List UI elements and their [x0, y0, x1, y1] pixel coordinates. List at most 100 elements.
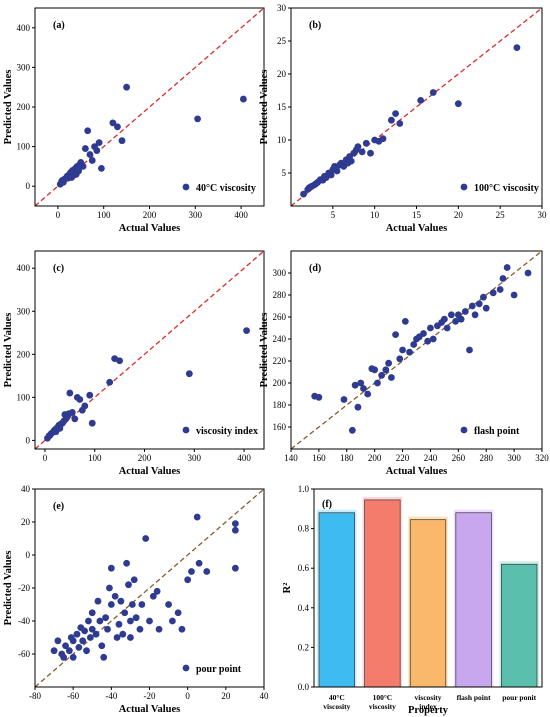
- data-point: [111, 592, 119, 600]
- y-tick-label: 0.0: [298, 682, 310, 692]
- data-point: [132, 614, 140, 622]
- data-point: [367, 149, 374, 157]
- y-tick-label: 5: [282, 168, 287, 178]
- data-point: [109, 119, 117, 127]
- data-point: [85, 617, 92, 625]
- data-point: [79, 637, 87, 645]
- x-tick-label: 100: [97, 210, 111, 220]
- data-point: [480, 293, 487, 301]
- data-point: [60, 653, 68, 661]
- category-label: flash point: [457, 693, 491, 702]
- y-tick-label: 20: [277, 69, 287, 79]
- data-point: [69, 637, 77, 645]
- data-point: [388, 116, 395, 124]
- category-label: 40°C: [329, 693, 345, 702]
- data-point: [351, 381, 359, 389]
- data-point: [68, 409, 76, 416]
- legend-label: 100°C viscosity: [474, 183, 539, 194]
- data-point: [385, 359, 393, 367]
- data-point: [185, 370, 193, 378]
- data-point: [107, 564, 115, 572]
- data-point: [113, 634, 121, 641]
- data-point: [130, 576, 138, 584]
- chart-panel-4: 140 160 180 200 220 240 260 280 300 320 160 180 200 2…: [259, 250, 549, 477]
- x-tick-label: 320: [535, 453, 549, 463]
- y-tick-label: 400: [17, 23, 31, 33]
- data-point: [95, 139, 103, 147]
- data-point: [410, 341, 418, 348]
- y-tick-label: 200: [273, 378, 287, 388]
- y-tick-label: 220: [273, 356, 287, 366]
- x-tick-label: 280: [479, 453, 493, 463]
- y-axis-label: Predicted Values: [3, 313, 14, 388]
- y-axis-label: Predicted Values: [3, 70, 14, 145]
- data-point: [454, 100, 462, 108]
- y-tick-label: -60: [18, 649, 30, 659]
- y-tick-label: 0.4: [298, 603, 310, 613]
- legend-label: pour point: [196, 664, 242, 675]
- x-tick-label: 0: [43, 453, 48, 463]
- legend-label: flash point: [474, 426, 520, 437]
- x-tick-label: 15: [412, 210, 422, 220]
- x-tick-label: -40: [105, 691, 117, 701]
- data-point: [84, 127, 92, 135]
- data-point: [100, 653, 108, 661]
- data-point: [86, 391, 94, 399]
- data-point: [69, 653, 77, 661]
- data-point: [231, 526, 239, 534]
- data-point: [88, 157, 96, 164]
- data-point: [149, 592, 157, 600]
- data-point: [155, 625, 163, 633]
- legend-marker: [182, 664, 190, 672]
- data-point: [424, 337, 432, 345]
- y-axis-label: Predicted Values: [259, 313, 270, 388]
- data-point: [153, 587, 161, 595]
- panel-label: (e): [53, 501, 64, 512]
- x-tick-label: 300: [189, 210, 203, 220]
- data-point: [193, 513, 201, 521]
- data-point: [420, 330, 427, 337]
- data-point: [354, 143, 362, 151]
- data-point: [315, 393, 323, 401]
- data-point: [429, 89, 437, 96]
- x-tick-label: 200: [368, 453, 382, 463]
- x-tick-label: 30: [538, 210, 548, 220]
- x-axis-label: Property: [408, 705, 449, 716]
- x-tick-label: 400: [237, 453, 251, 463]
- data-point: [471, 311, 479, 319]
- data-point: [142, 535, 150, 542]
- x-tick-label: 20: [454, 210, 464, 220]
- bar: [501, 563, 538, 688]
- data-point: [378, 371, 386, 379]
- category-label: viscosity: [323, 702, 350, 711]
- y-tick-label: 0: [26, 181, 31, 191]
- data-point: [81, 402, 89, 410]
- legend-label: 40°C viscosity: [196, 183, 256, 194]
- x-axis-label: Actual Values: [119, 704, 181, 715]
- x-tick-label: 300: [188, 453, 202, 463]
- data-point: [348, 426, 356, 434]
- data-point: [379, 135, 387, 143]
- data-point: [340, 396, 348, 403]
- data-point: [327, 171, 335, 179]
- panel-label: (a): [53, 20, 65, 31]
- legend-marker: [182, 183, 190, 191]
- x-tick-label: 260: [452, 453, 466, 463]
- data-point: [496, 286, 504, 293]
- legend-marker: [460, 426, 468, 434]
- data-point: [75, 167, 82, 175]
- category-label: pour ponit: [502, 693, 536, 702]
- data-point: [396, 120, 404, 127]
- data-point: [169, 617, 176, 625]
- chart-panel-5: -80 -60 -40 -20 0 20 40 -60 -40 -20 0 20 40 Actual Va…: [3, 484, 269, 715]
- x-tick-label: 0: [56, 210, 61, 220]
- data-point: [102, 614, 110, 622]
- data-point: [73, 630, 81, 638]
- y-tick-label: 400: [17, 263, 31, 273]
- data-point: [83, 647, 90, 655]
- data-point: [188, 568, 195, 575]
- legend-marker: [182, 426, 190, 434]
- diagonal-line: [291, 8, 542, 206]
- y-tick-label: 10: [277, 135, 287, 145]
- plot-frame: [313, 488, 543, 688]
